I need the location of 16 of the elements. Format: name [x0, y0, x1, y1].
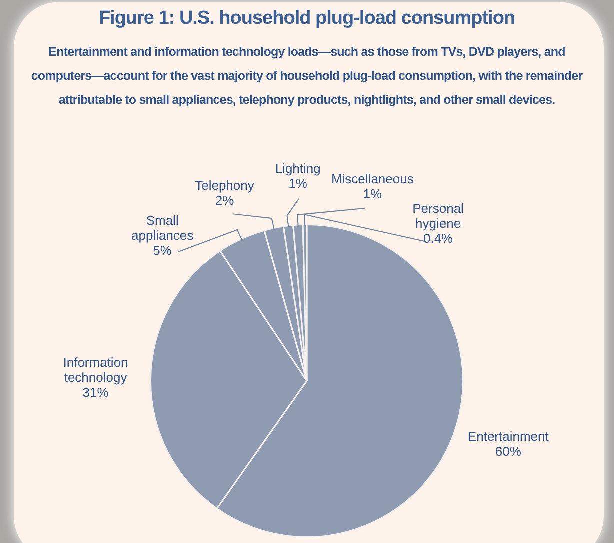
data-label: 5%	[153, 243, 172, 258]
chart-title: Figure 1: U.S. household plug-load consumption	[98, 8, 516, 30]
data-label: 1%	[363, 186, 382, 202]
data-label: 1%	[288, 176, 308, 192]
slice-label: Telephony	[195, 178, 255, 194]
slice-label: Miscellaneous	[331, 172, 414, 187]
data-label: 0.4%	[423, 231, 454, 246]
slice-label: Personal hygiene	[412, 201, 464, 232]
chart-subtitle: Entertainment and information technology loads—such as those from TVs, DVD players, and computers—account for the vast majority of household plug-load consumption, with the remainder attributable to small appliances, telephony products, nightlights, and other small devices.	[30, 44, 584, 109]
slice-label: Entertainment	[468, 428, 550, 444]
data-label: 31%	[82, 384, 110, 400]
slice-label: Lighting	[275, 161, 321, 176]
data-label: 2%	[215, 193, 235, 208]
slice-label: Small appliances	[131, 213, 194, 244]
data-label: 60%	[495, 444, 522, 459]
slice-label: Information technology	[63, 354, 128, 385]
